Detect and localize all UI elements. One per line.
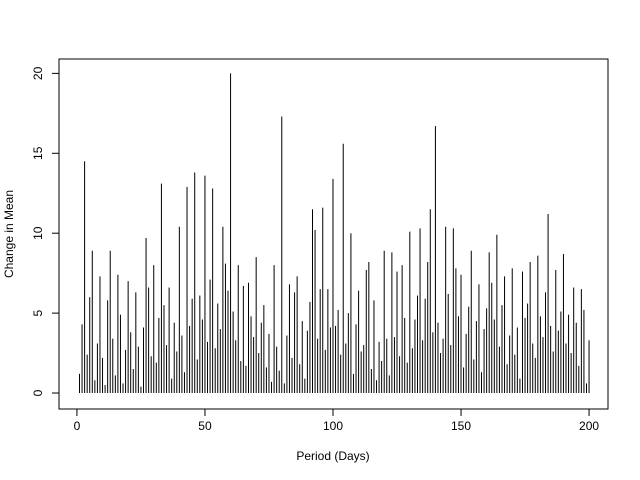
y-tick-label: 20 <box>31 66 45 80</box>
y-tick-label: 15 <box>31 146 45 160</box>
x-tick-label: 150 <box>451 419 471 433</box>
y-tick-label: 10 <box>31 226 45 240</box>
y-tick-label: 5 <box>31 309 45 316</box>
plot-box <box>58 58 609 410</box>
y-tick-label: 0 <box>31 389 45 396</box>
x-tick-label: 200 <box>579 419 599 433</box>
x-axis-title: Period (Days) <box>296 449 369 463</box>
x-tick-label: 50 <box>198 419 212 433</box>
x-tick-label: 0 <box>74 419 81 433</box>
x-tick-label: 100 <box>323 419 343 433</box>
y-axis-title: Change in Mean <box>2 190 16 278</box>
